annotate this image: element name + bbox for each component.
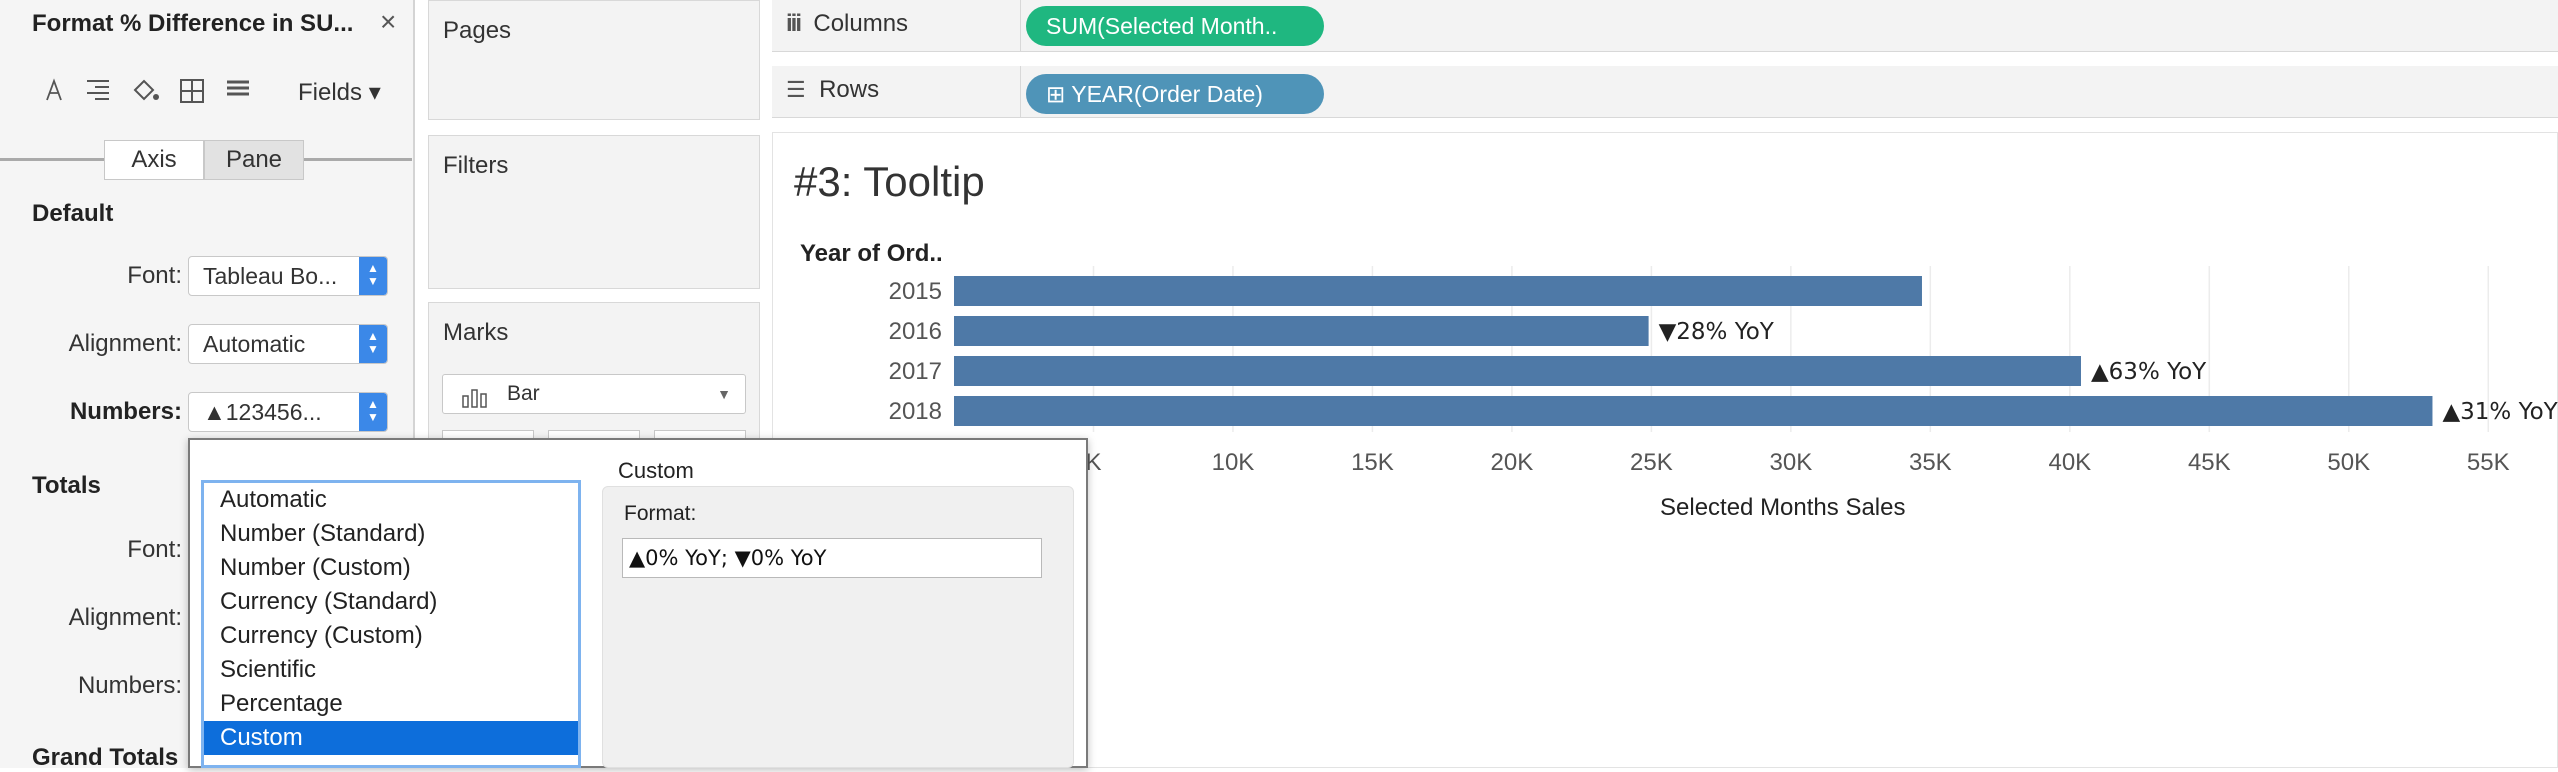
x-tick-label: 45K: [2188, 449, 2231, 476]
number-format-list[interactable]: Automatic Number (Standard) Number (Custom…: [201, 480, 581, 768]
data-label: ▼28% YoY: [1659, 319, 1775, 345]
stepper-icon: ▲ ▼: [359, 257, 387, 295]
marks-label: Marks: [443, 319, 509, 346]
x-tick-label: 30K: [1770, 449, 1813, 476]
bar: [954, 356, 2081, 386]
shading-icon[interactable]: [130, 78, 159, 106]
bar-chart-icon: [461, 383, 491, 421]
pages-label: Pages: [443, 17, 512, 44]
mark-label-button[interactable]: [654, 430, 746, 440]
totals-alignment-label: Alignment:: [68, 604, 182, 631]
x-tick-label: 50K: [2327, 449, 2370, 476]
format-input[interactable]: ▲0% YoY; ▼0% YoY: [622, 538, 1042, 578]
default-numbers-value: ▲123456...: [203, 399, 322, 425]
default-alignment-dropdown[interactable]: Automatic ▲ ▼: [188, 324, 388, 364]
default-font-label: Font:: [127, 262, 182, 289]
default-alignment-label: Alignment:: [68, 330, 182, 357]
tab-axis[interactable]: Axis: [104, 140, 204, 180]
format-option[interactable]: Currency (Standard): [220, 588, 438, 615]
columns-icon: iii: [786, 10, 802, 37]
chevron-down-icon: ▼: [717, 386, 731, 402]
mark-type-dropdown[interactable]: Bar ▼: [442, 374, 746, 414]
fields-dropdown[interactable]: Fields ▾: [298, 79, 381, 106]
mark-color-button[interactable]: [442, 430, 534, 440]
rows-shelf-name: ☰ Rows: [786, 76, 879, 104]
format-label: Format:: [624, 502, 697, 525]
format-option[interactable]: Automatic: [220, 486, 327, 513]
stepper-icon: ▲ ▼: [359, 393, 387, 431]
stepper-icon: ▲ ▼: [359, 325, 387, 363]
section-default: Default: [32, 200, 114, 227]
x-tick-label: K: [1085, 449, 1101, 476]
shelf-divider: [1020, 66, 1021, 118]
format-pane-title: Format % Difference in SU...: [32, 10, 354, 37]
default-font-dropdown[interactable]: Tableau Bo... ▲ ▼: [188, 256, 388, 296]
bar: [954, 316, 1649, 346]
default-alignment-value: Automatic: [203, 331, 306, 357]
category-label: 2017: [889, 358, 942, 385]
x-tick-label: 35K: [1909, 449, 1952, 476]
tab-pane[interactable]: Pane: [204, 140, 304, 180]
default-numbers-dropdown[interactable]: ▲123456... ▲ ▼: [188, 392, 388, 432]
format-option[interactable]: Custom: [204, 721, 578, 755]
font-icon[interactable]: [40, 78, 68, 106]
filters-label: Filters: [443, 152, 509, 179]
x-tick-label: 15K: [1351, 449, 1394, 476]
columns-pill[interactable]: SUM(Selected Month..: [1026, 6, 1324, 46]
x-tick-label: 55K: [2467, 449, 2510, 476]
custom-panel-title: Custom: [618, 458, 694, 483]
close-icon[interactable]: ×: [380, 6, 397, 37]
mark-type-value: Bar: [507, 382, 540, 405]
bar-chart: 2015 2016 ▼28% YoY 2017 ▲63% YoY 2018 ▲31% YoY…: [889, 266, 2558, 476]
category-label: 2018: [889, 398, 942, 425]
custom-format-panel: [602, 486, 1074, 768]
borders-icon[interactable]: [178, 78, 206, 106]
columns-shelf-name: iii Columns: [786, 10, 908, 38]
filters-shelf[interactable]: Filters: [428, 135, 760, 289]
x-tick-label: 10K: [1212, 449, 1255, 476]
view-title: #3: Tooltip: [794, 158, 985, 205]
data-label: ▲31% YoY: [2442, 399, 2558, 425]
format-option[interactable]: Scientific: [220, 656, 317, 683]
columns-label: Columns: [813, 10, 909, 37]
format-option[interactable]: Percentage: [220, 690, 343, 717]
shelf-divider: [1020, 0, 1021, 52]
format-option[interactable]: Number (Standard): [220, 520, 426, 547]
x-tick-label: 20K: [1491, 449, 1534, 476]
rows-pill[interactable]: ⊞ YEAR(Order Date): [1026, 74, 1324, 114]
x-tick-label: 25K: [1630, 449, 1673, 476]
totals-numbers-label: Numbers:: [77, 672, 182, 699]
category-label: 2015: [889, 278, 942, 305]
format-option[interactable]: Currency (Custom): [220, 622, 423, 649]
pages-shelf[interactable]: Pages: [428, 0, 760, 120]
x-tick-label: 40K: [2048, 449, 2091, 476]
totals-font-label: Font:: [127, 536, 182, 563]
section-totals: Totals: [32, 472, 101, 499]
default-font-value: Tableau Bo...: [203, 263, 338, 289]
bar: [954, 276, 1922, 306]
x-axis-title: Selected Months Sales: [1660, 494, 1906, 521]
section-grand-totals: Grand Totals: [32, 744, 179, 771]
align-icon[interactable]: [84, 78, 112, 106]
bar: [954, 396, 2433, 426]
row-header: Year of Ord..: [800, 240, 943, 267]
format-option[interactable]: Number (Custom): [220, 554, 411, 581]
data-label: ▲63% YoY: [2091, 359, 2207, 385]
lines-icon[interactable]: [224, 78, 252, 106]
category-label: 2016: [889, 318, 942, 345]
rows-icon: ☰: [786, 77, 806, 102]
mark-size-button[interactable]: [548, 430, 640, 440]
default-numbers-label: Numbers:: [69, 398, 182, 425]
rows-label: Rows: [819, 76, 880, 103]
